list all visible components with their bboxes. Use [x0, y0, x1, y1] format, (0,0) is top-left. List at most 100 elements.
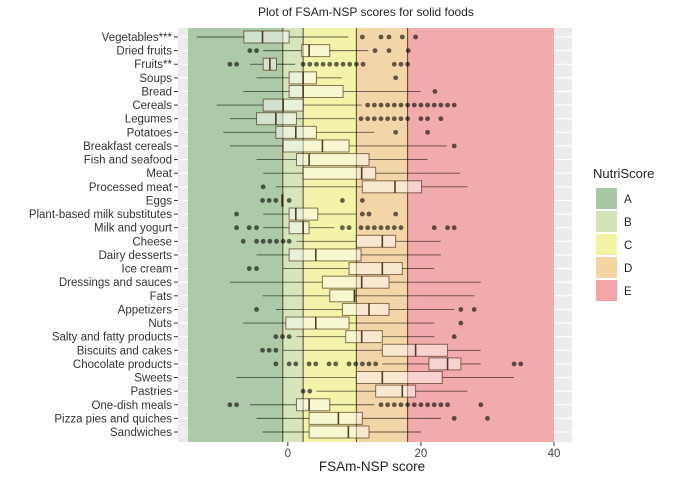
box-12 [260, 193, 365, 207]
outlier-point [432, 89, 438, 94]
category-label: Fats [150, 291, 173, 303]
category-label: Fish and seafood [84, 155, 172, 167]
category-label: Dressings and sauces [59, 277, 172, 289]
outlier-point [320, 61, 326, 67]
box-9 [256, 153, 428, 167]
outlier-point [358, 225, 364, 231]
outlier-point [373, 361, 379, 367]
box-iqr [288, 221, 310, 235]
x-tick-label: 0 [285, 448, 291, 460]
box-iqr [308, 425, 370, 439]
outlier-point [386, 48, 392, 54]
box-22 [273, 330, 457, 344]
outlier-point [254, 238, 259, 244]
box-iqr [288, 207, 319, 221]
outlier-point [445, 225, 450, 231]
outlier-point [378, 102, 384, 108]
legend-label: A [624, 194, 632, 206]
legend-swatch-a [596, 188, 617, 209]
outlier-point [280, 334, 285, 340]
outlier-point [273, 198, 279, 203]
box-11 [260, 180, 468, 194]
category-label: Ice cream [122, 264, 173, 276]
outlier-point [425, 129, 430, 135]
outlier-point [260, 238, 266, 244]
outlier-point [418, 402, 424, 408]
outlier-point [358, 116, 364, 122]
category-label: Processed meat [89, 182, 173, 194]
outlier-point [313, 361, 319, 367]
outlier-point [445, 402, 450, 408]
category-label: One-dish meals [91, 400, 172, 412]
box-iqr [355, 234, 397, 248]
box-8 [229, 139, 457, 153]
box-23 [260, 343, 481, 357]
outlier-point [274, 238, 279, 244]
outlier-point [378, 34, 384, 40]
outlier-point [391, 402, 397, 408]
category-label: Appetizers [118, 304, 173, 316]
outlier-point [385, 402, 391, 408]
box-iqr [302, 166, 377, 180]
box-24 [273, 357, 524, 371]
outlier-point [378, 402, 384, 408]
box-iqr [295, 398, 331, 412]
outlier-point [346, 361, 352, 367]
outlier-point [246, 266, 252, 271]
box-1 [247, 44, 411, 58]
outlier-point [247, 48, 253, 54]
category-label: Dried fruits [116, 46, 172, 58]
nutriscore-band-e [407, 28, 555, 442]
outlier-point [359, 211, 365, 217]
outlier-point [518, 361, 524, 367]
box-6 [229, 112, 444, 126]
outlier-point [438, 116, 444, 122]
category-label: Meat [146, 168, 172, 180]
outlier-point [451, 334, 457, 340]
box-16 [256, 248, 441, 262]
category-label: Legumes [125, 114, 173, 126]
outlier-point [359, 34, 365, 40]
category-label: Fruits** [134, 59, 172, 71]
outlier-point [451, 415, 457, 421]
outlier-point [286, 361, 292, 367]
outlier-point [399, 34, 405, 40]
outlier-point [431, 102, 437, 108]
outlier-point [234, 61, 239, 67]
category-label: Breakfast cereals [83, 141, 172, 153]
outlier-point [340, 61, 346, 67]
outlier-point [398, 116, 404, 122]
outlier-point [234, 211, 239, 217]
outlier-point [365, 225, 371, 231]
box-0 [196, 30, 418, 44]
outlier-point [478, 402, 484, 408]
box-3 [256, 71, 399, 85]
box-2 [227, 57, 411, 71]
outlier-point [227, 61, 233, 67]
outlier-point [371, 225, 377, 231]
outlier-point [371, 102, 377, 108]
box-15 [240, 234, 441, 248]
outlier-point [418, 102, 424, 108]
legend-swatch-c [596, 234, 617, 255]
outlier-point [267, 238, 273, 244]
outlier-point [378, 225, 384, 231]
legend-swatch-b [596, 211, 617, 232]
legend-label: B [624, 217, 632, 229]
box-iqr [428, 357, 462, 371]
box-4 [243, 84, 438, 98]
outlier-point [413, 34, 418, 40]
outlier-point [385, 102, 391, 108]
category-label: Vegetables*** [102, 32, 173, 44]
outlier-point [398, 102, 404, 108]
outlier-point [405, 402, 411, 408]
category-label: Biscuits and cakes [77, 345, 172, 357]
category-label: Cereals [132, 100, 172, 112]
box-5 [216, 98, 457, 112]
x-tick-label: 20 [415, 448, 428, 460]
outlier-point [391, 102, 397, 108]
outlier-point [280, 238, 286, 244]
box-29 [262, 425, 421, 439]
